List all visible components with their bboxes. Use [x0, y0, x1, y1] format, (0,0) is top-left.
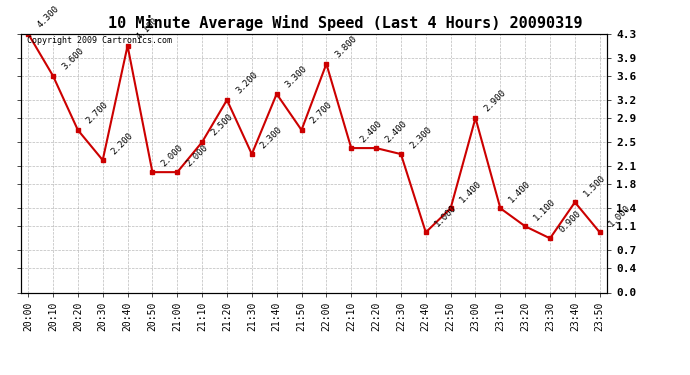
Text: 2.500: 2.500 — [209, 112, 235, 138]
Text: Copyright 2009 Cartronics.com: Copyright 2009 Cartronics.com — [26, 36, 172, 45]
Text: 2.900: 2.900 — [482, 88, 508, 114]
Text: 2.200: 2.200 — [110, 130, 135, 156]
Text: 4.100: 4.100 — [135, 16, 160, 42]
Text: 2.300: 2.300 — [408, 124, 433, 150]
Text: 3.300: 3.300 — [284, 64, 309, 90]
Text: 10 Minute Average Wind Speed (Last 4 Hours) 20090319: 10 Minute Average Wind Speed (Last 4 Hou… — [108, 15, 582, 31]
Text: 3.800: 3.800 — [333, 34, 359, 60]
Text: 1.400: 1.400 — [457, 179, 483, 204]
Text: 2.700: 2.700 — [85, 100, 110, 126]
Text: 1.400: 1.400 — [507, 179, 533, 204]
Text: 2.400: 2.400 — [358, 118, 384, 144]
Text: 2.700: 2.700 — [308, 100, 334, 126]
Text: 2.300: 2.300 — [259, 124, 284, 150]
Text: 1.500: 1.500 — [582, 173, 607, 198]
Text: 1.000: 1.000 — [607, 203, 632, 228]
Text: 2.400: 2.400 — [383, 118, 408, 144]
Text: 3.200: 3.200 — [234, 70, 259, 96]
Text: 1.000: 1.000 — [433, 203, 458, 228]
Text: 3.600: 3.600 — [60, 46, 86, 72]
Text: 2.000: 2.000 — [159, 142, 185, 168]
Text: 2.000: 2.000 — [184, 142, 210, 168]
Text: 1.100: 1.100 — [532, 197, 558, 222]
Text: 4.300: 4.300 — [35, 4, 61, 30]
Text: 0.900: 0.900 — [557, 209, 582, 234]
